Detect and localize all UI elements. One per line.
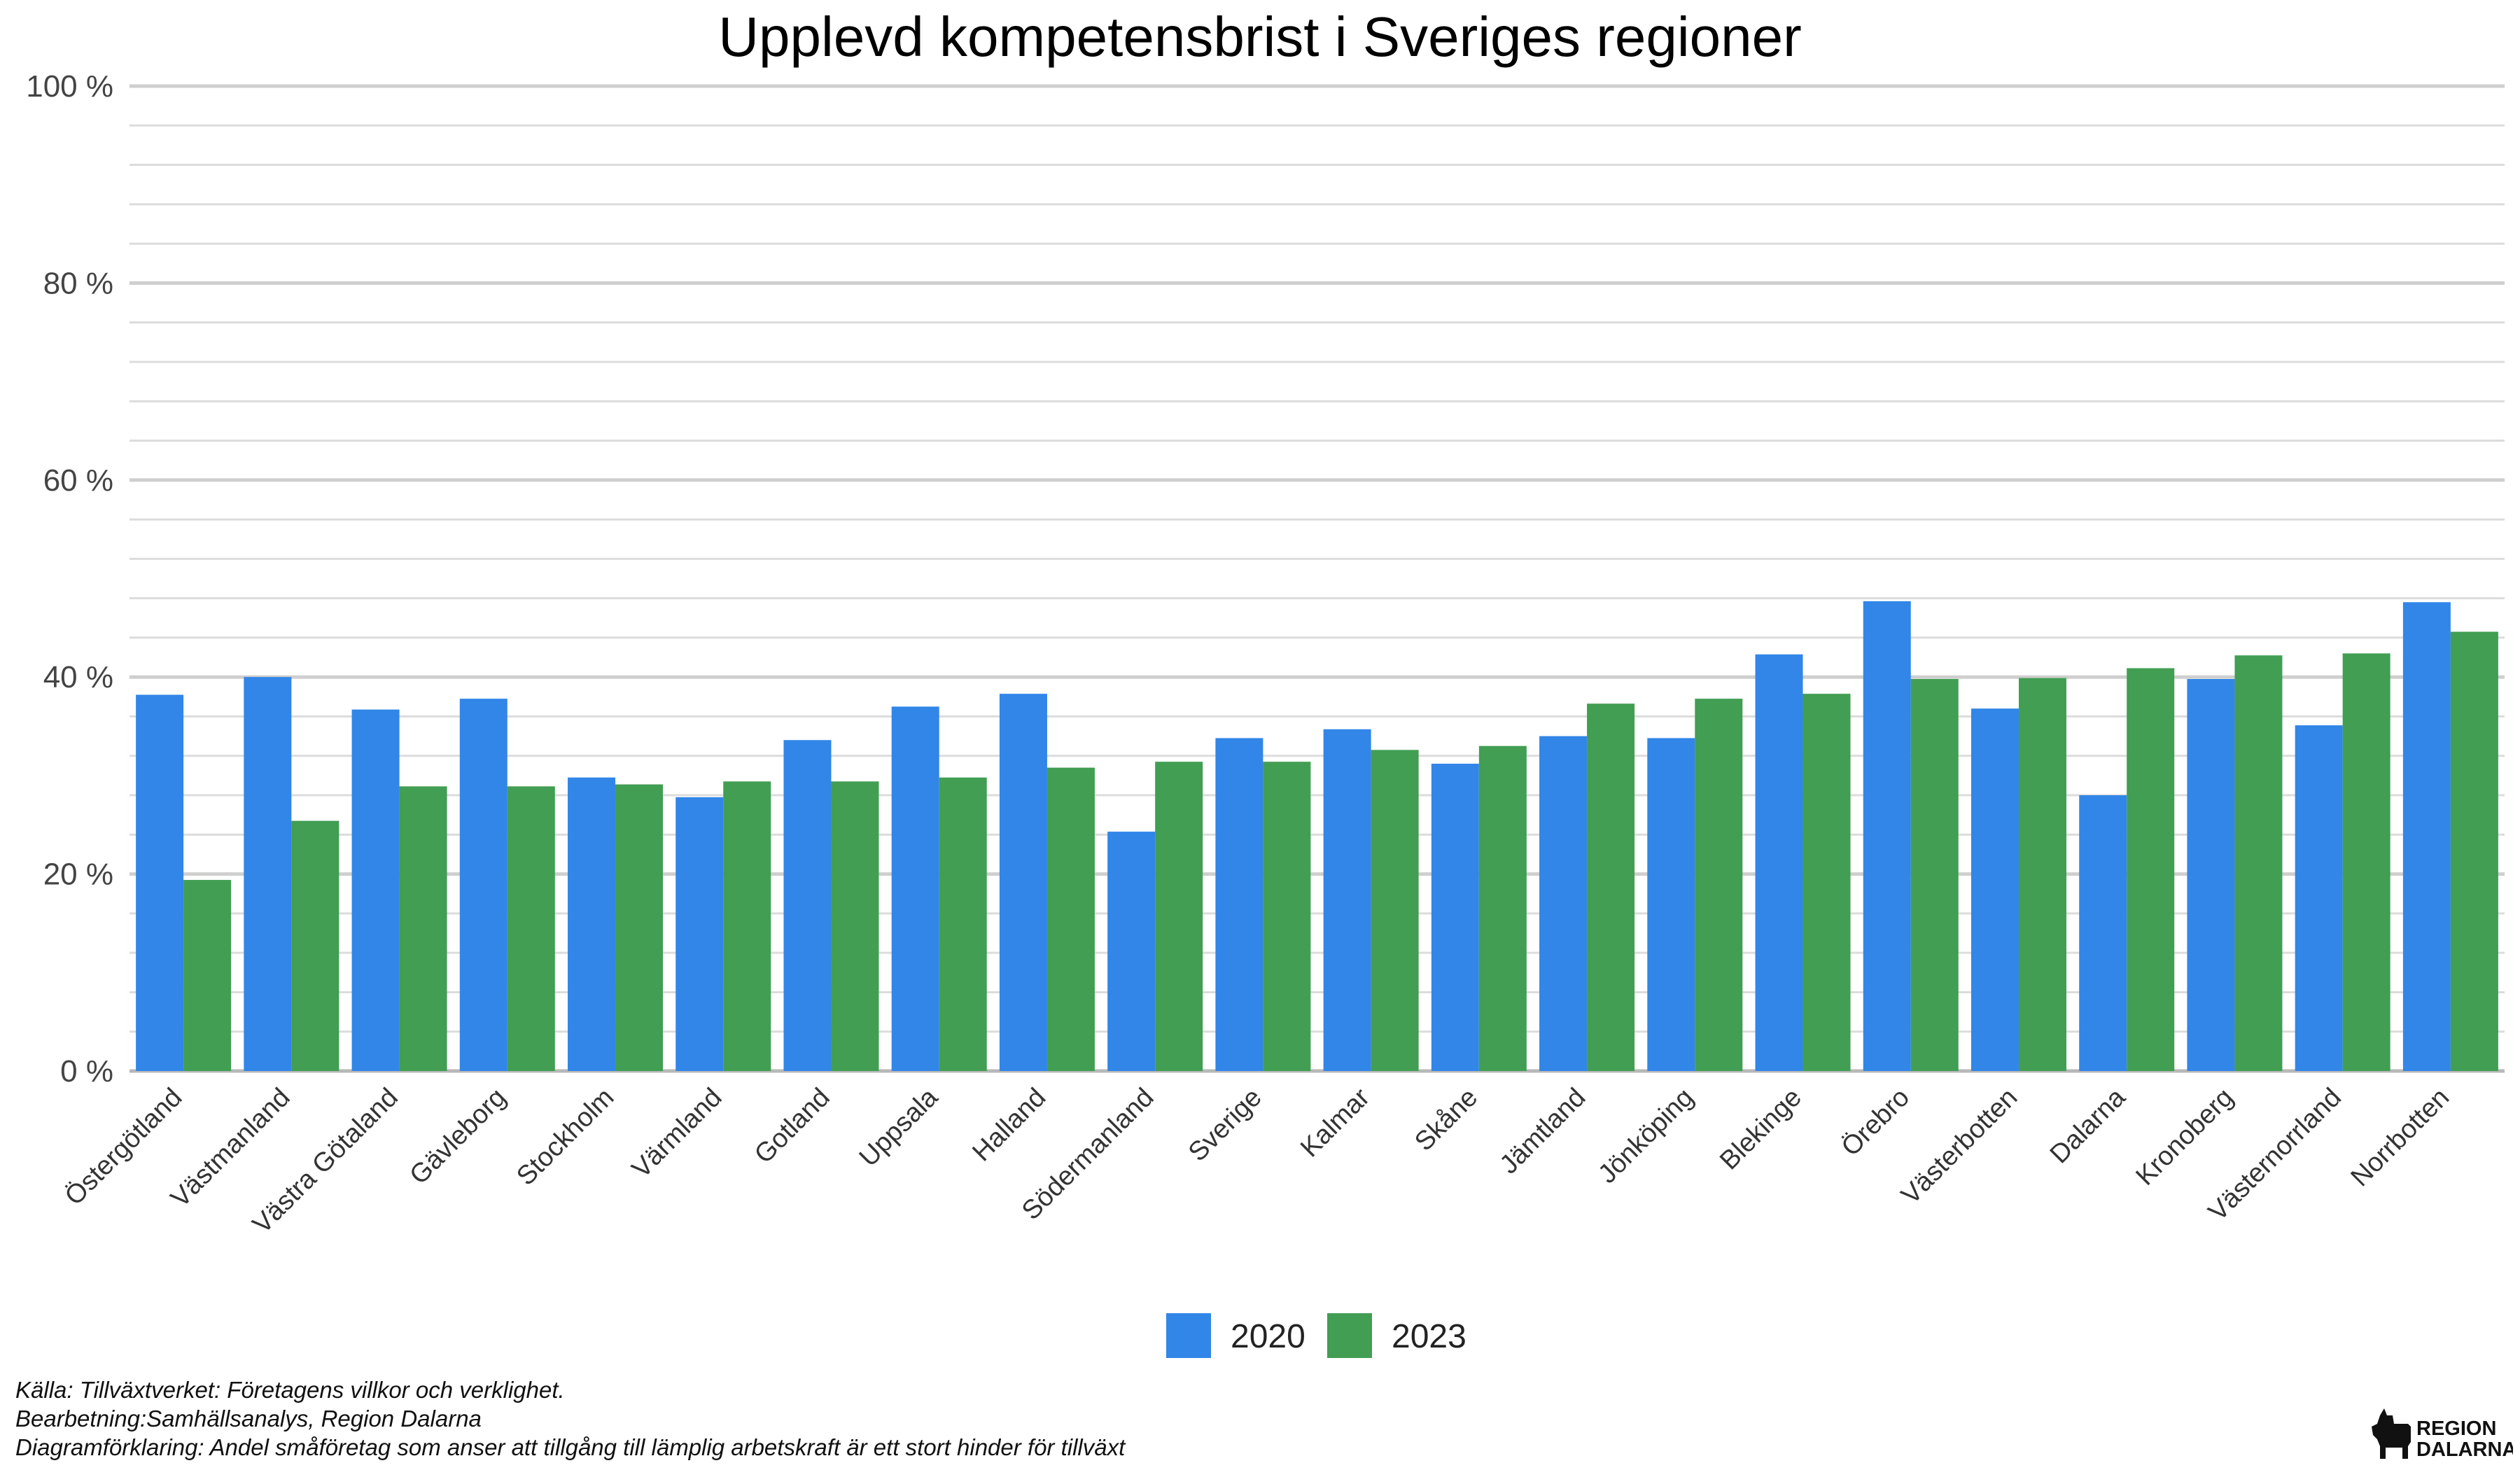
bar-2023-13	[1587, 704, 1635, 1071]
bar-2023-4	[615, 784, 664, 1071]
bar-2023-15	[1802, 694, 1851, 1071]
y-tick-label: 0 %	[60, 1054, 113, 1088]
bar-2020-10	[1215, 738, 1264, 1071]
bar-2023-2	[399, 786, 447, 1071]
chart-title: Upplevd kompetensbrist i Sveriges region…	[718, 6, 1801, 68]
dala-horse-icon	[2372, 1408, 2411, 1459]
bar-2020-15	[1755, 654, 1803, 1071]
y-tick-label: 60 %	[43, 463, 113, 498]
x-tick-label: Kronoberg	[2131, 1083, 2239, 1191]
bar-2023-21	[2450, 631, 2498, 1071]
x-tick-label: Blekinge	[1714, 1083, 1807, 1176]
bar-2023-9	[1155, 762, 1203, 1071]
bar-2020-2	[351, 709, 400, 1071]
x-tick-label: Jönköping	[1592, 1083, 1699, 1189]
bar-2020-4	[568, 777, 616, 1071]
x-tick-label: Norrbotten	[2346, 1083, 2456, 1193]
bar-2020-21	[2402, 602, 2451, 1071]
legend-swatch-2020	[1166, 1313, 1211, 1358]
y-axis-ticks: 0 % 20 % 40 % 60 % 80 % 100 %	[26, 69, 113, 1088]
logo-text-dalarna: DALARNA	[2416, 1438, 2513, 1460]
bar-2020-18	[2079, 795, 2127, 1071]
bar-2023-3	[507, 786, 555, 1071]
x-tick-label: Gävleborg	[404, 1083, 512, 1191]
x-tick-label: Halland	[967, 1083, 1051, 1168]
bar-2023-8	[1046, 767, 1095, 1071]
x-tick-label: Skåne	[1409, 1083, 1483, 1157]
x-tick-label: Kalmar	[1295, 1082, 1376, 1163]
bar-2020-12	[1431, 764, 1479, 1071]
logo-text-region: REGION	[2416, 1418, 2496, 1440]
bar-2023-18	[2127, 668, 2175, 1071]
legend-swatch-2023	[1327, 1313, 1372, 1358]
y-tick-label: 40 %	[43, 660, 113, 694]
bar-2023-17	[2018, 678, 2066, 1071]
bar-2023-14	[1695, 699, 1743, 1071]
bar-2020-8	[999, 694, 1047, 1071]
x-tick-label: Örebro	[1836, 1083, 1915, 1162]
bar-2020-0	[136, 694, 184, 1071]
legend-label-2020: 2020	[1231, 1318, 1306, 1355]
region-dalarna-logo: REGION DALARNA	[2372, 1408, 2513, 1460]
bar-2023-7	[939, 777, 987, 1071]
x-tick-label: Stockholm	[511, 1083, 620, 1191]
bar-2023-0	[183, 880, 232, 1071]
bar-2020-11	[1323, 729, 1371, 1071]
bar-2020-1	[244, 677, 292, 1071]
bar-2020-16	[1863, 601, 1911, 1071]
footnote-source: Källa: Tillväxtverket: Företagens villko…	[15, 1377, 565, 1403]
x-tick-label: Jämtland	[1494, 1083, 1592, 1180]
bar-2020-6	[783, 740, 832, 1071]
bar-2023-20	[2342, 653, 2390, 1071]
bar-2023-16	[1910, 679, 1959, 1071]
y-tick-label: 20 %	[43, 858, 113, 892]
bar-2023-5	[723, 781, 771, 1071]
x-tick-label: Uppsala	[854, 1082, 944, 1172]
y-tick-label: 100 %	[26, 69, 113, 104]
bar-2020-3	[459, 699, 507, 1071]
bar-2023-12	[1478, 746, 1527, 1071]
x-tick-label: Sverige	[1183, 1083, 1268, 1168]
x-tick-label: Dalarna	[2045, 1082, 2132, 1169]
x-tick-label: Västerbotten	[1896, 1083, 2023, 1210]
bar-2023-10	[1263, 762, 1311, 1071]
bar-2020-20	[2295, 725, 2343, 1071]
footnote-processing: Bearbetning:Samhällsanalys, Region Dalar…	[15, 1406, 482, 1432]
bar-2020-17	[1970, 708, 2019, 1071]
bar-2020-19	[2187, 679, 2235, 1071]
bar-2020-13	[1539, 736, 1588, 1071]
bar-2020-7	[891, 706, 939, 1071]
bar-2020-5	[676, 797, 724, 1071]
bar-2023-11	[1371, 750, 1419, 1071]
legend: 2020 2023	[1166, 1313, 1466, 1358]
x-tick-label: Värmland	[626, 1083, 728, 1184]
y-tick-label: 80 %	[43, 266, 113, 300]
bar-2023-19	[2234, 655, 2283, 1071]
footnote-explanation: Diagramförklaring: Andel småföretag som …	[15, 1434, 1126, 1460]
bar-2020-14	[1647, 738, 1695, 1071]
legend-label-2023: 2023	[1392, 1318, 1466, 1355]
x-tick-label: Gotland	[749, 1083, 836, 1170]
bar-2020-9	[1107, 832, 1156, 1071]
bar-2023-6	[831, 781, 879, 1071]
bars	[136, 601, 2498, 1071]
bar-2023-1	[291, 820, 340, 1071]
